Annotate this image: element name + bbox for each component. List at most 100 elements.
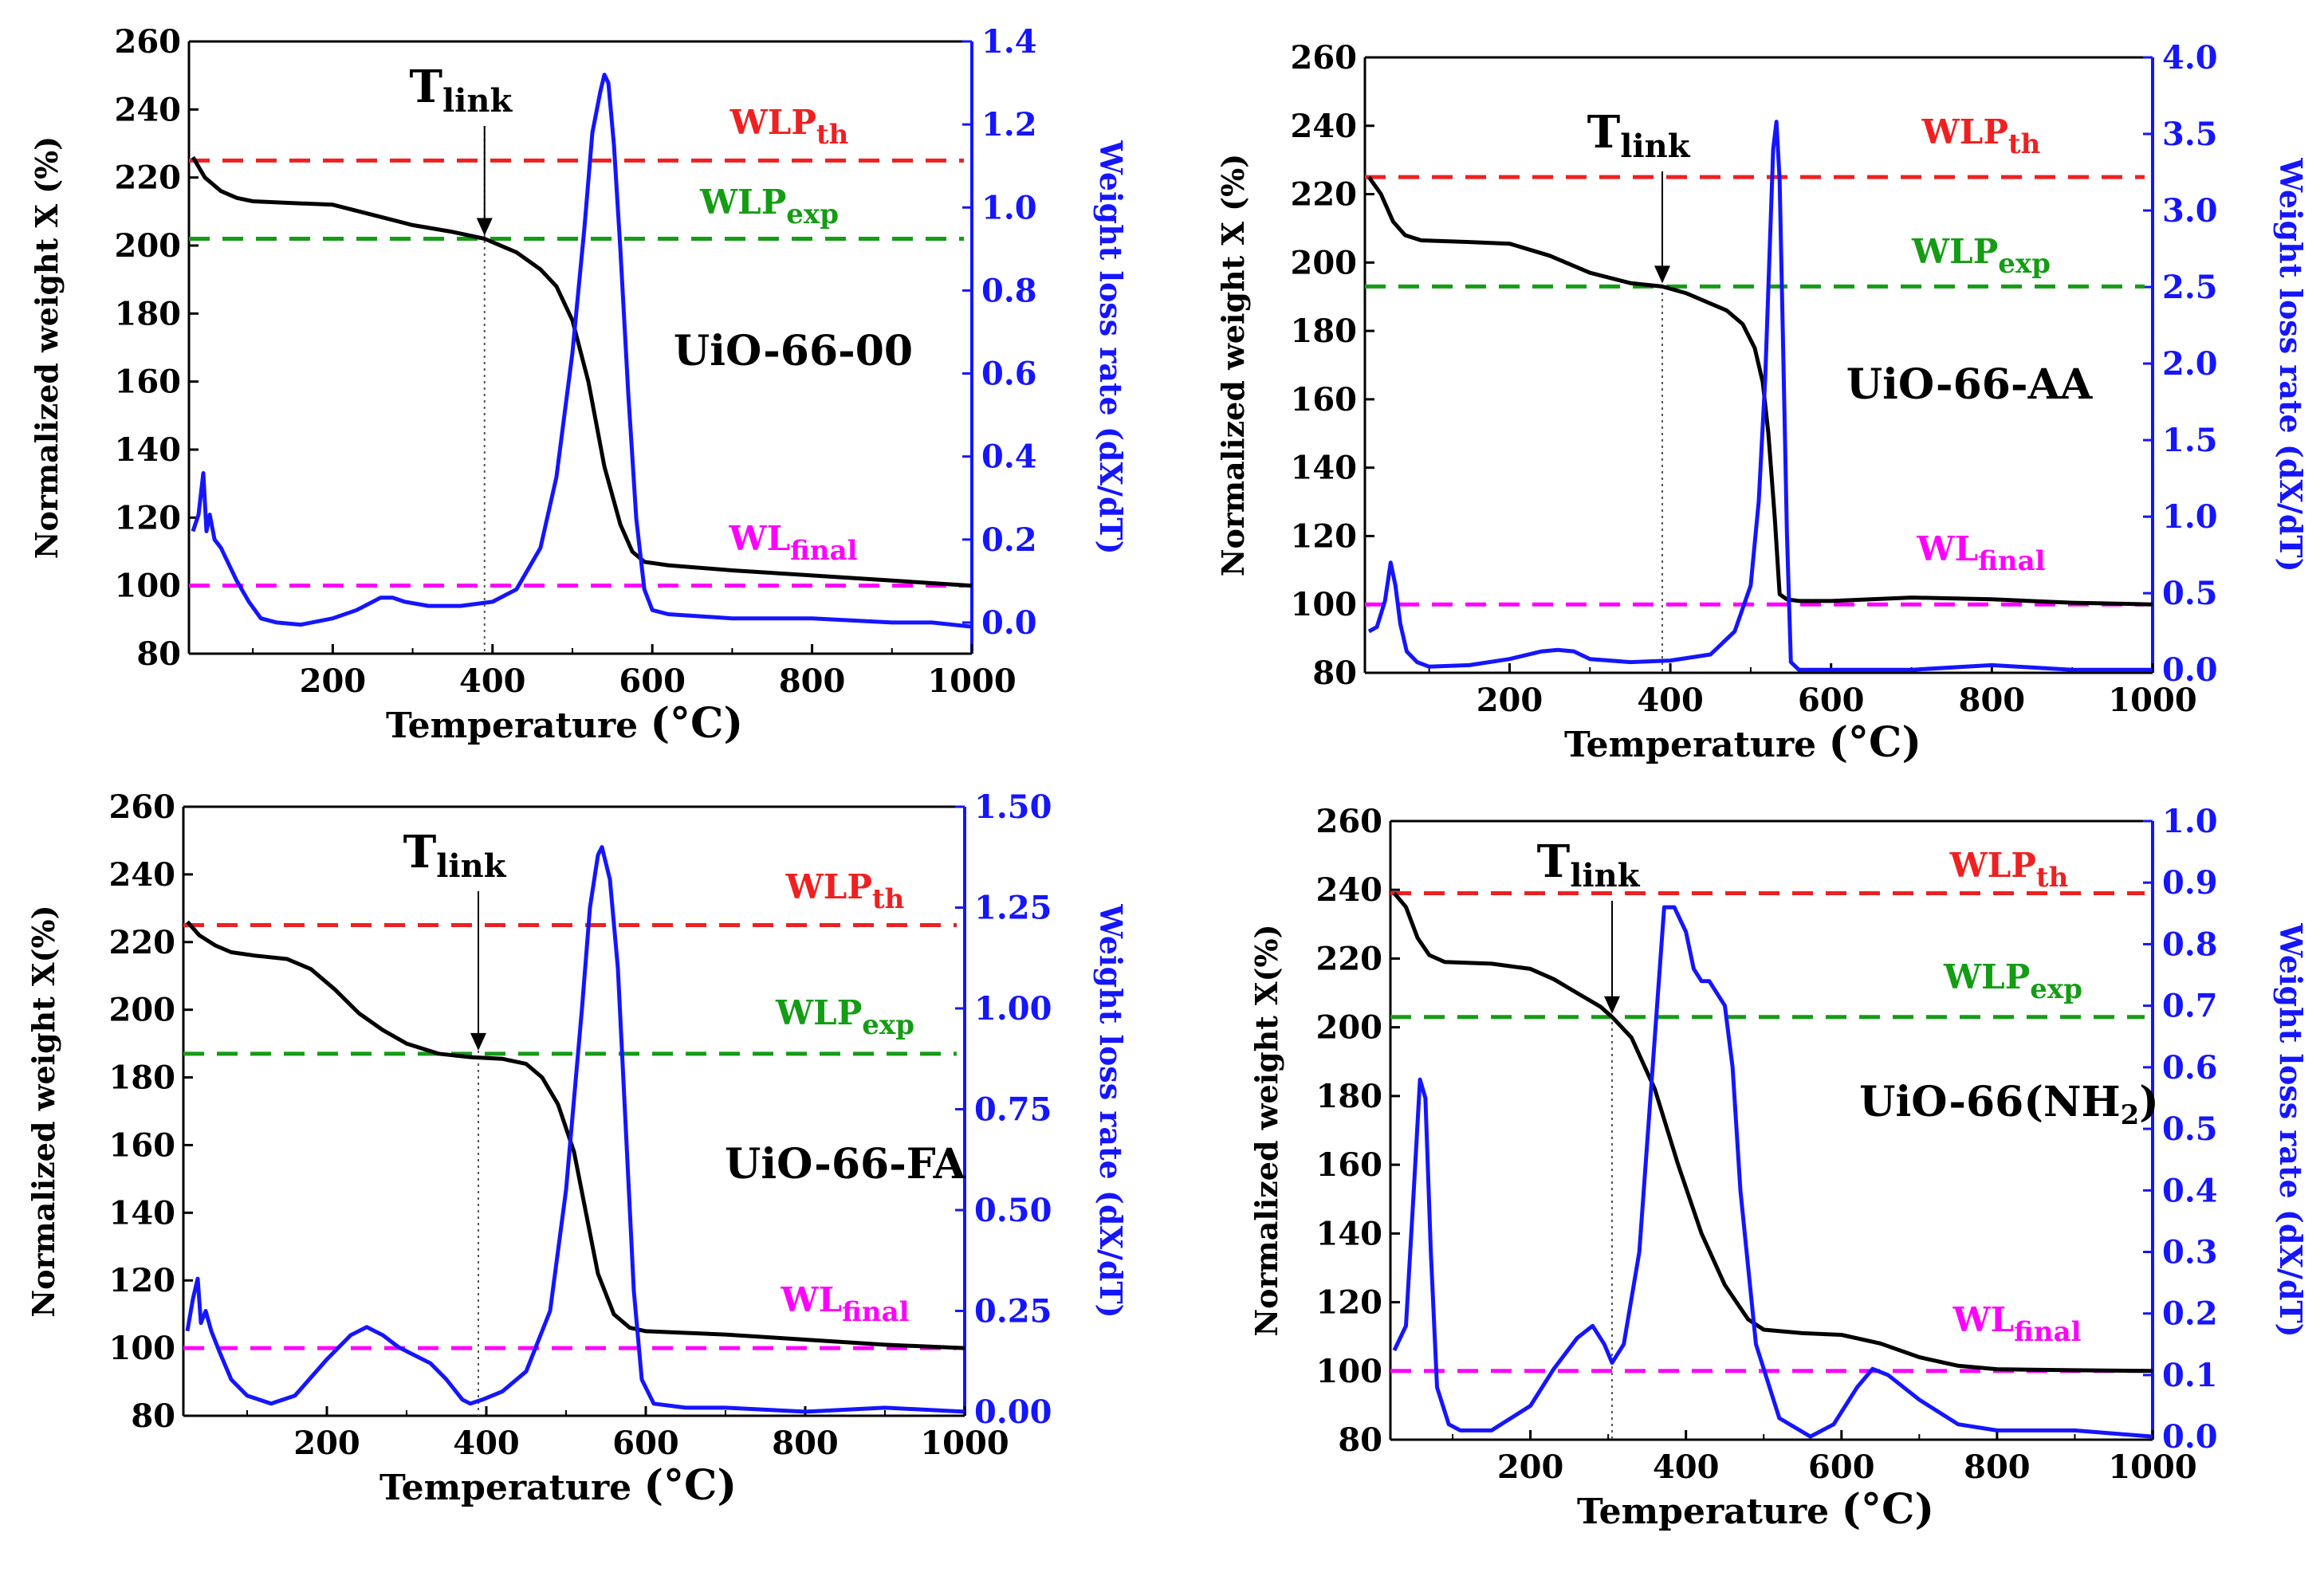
y2-tick-label: 0.1 <box>2162 1357 2218 1394</box>
y-tick-label: 100 <box>1316 1353 1383 1390</box>
tlink-label: Tlink <box>409 61 513 120</box>
y2-tick-label: 4.0 <box>2162 39 2218 77</box>
y2-tick-label: 0.6 <box>981 356 1037 393</box>
y-tick-label: 120 <box>115 499 182 536</box>
y2-tick-label: 0.4 <box>2162 1172 2218 1209</box>
wlp-exp-label: WLPexp <box>1943 957 2082 1005</box>
y2-tick-label: 1.25 <box>974 889 1052 926</box>
y-tick-label: 120 <box>109 1262 176 1299</box>
y2-tick-label: 0.6 <box>2162 1049 2218 1087</box>
tlink-arrow-head <box>470 1032 486 1051</box>
y2-tick-label: 1.00 <box>974 990 1052 1028</box>
y2-tick-label: 0.25 <box>974 1292 1052 1330</box>
y2-axis-label: Weight loss rate (dX/dT) <box>2273 922 2309 1337</box>
x-axis-label: Temperature (°C) <box>1577 1485 1934 1534</box>
normalized-weight-series <box>1366 175 2153 607</box>
normalized-weight-series <box>186 920 965 1350</box>
x-tick-label: 400 <box>453 1425 520 1462</box>
x-tick-label: 600 <box>1798 682 1865 719</box>
y2-tick-label: 1.0 <box>2162 498 2218 536</box>
y2-tick-label: 0.0 <box>2162 651 2218 689</box>
x-tick-label: 200 <box>293 1425 360 1462</box>
y-tick-label: 140 <box>1316 1215 1383 1252</box>
wlp-th-label: WLPth <box>729 103 849 151</box>
y2-tick-label: 0.3 <box>2162 1233 2218 1271</box>
y2-tick-label: 2.5 <box>2162 269 2218 306</box>
y-tick-label: 200 <box>115 227 182 265</box>
y-tick-label: 160 <box>1316 1146 1383 1184</box>
y-tick-label: 120 <box>1316 1284 1383 1322</box>
y-tick-label: 220 <box>1291 176 1358 214</box>
y2-tick-label: 0.7 <box>2162 988 2218 1025</box>
tlink-label: Tlink <box>1537 835 1641 894</box>
y-tick-label: 80 <box>136 635 181 673</box>
x-tick-label: 200 <box>1477 682 1543 719</box>
y-tick-label: 180 <box>109 1059 176 1097</box>
y-tick-label: 100 <box>1291 586 1358 623</box>
y-axis-label: Normalized weight X (%) <box>1215 154 1251 576</box>
x-tick-label: 600 <box>619 662 686 700</box>
x-tick-label: 400 <box>1637 682 1704 719</box>
weight-loss-rate-series <box>185 845 965 1414</box>
panel-3: 200 400 600 800 1000 80 100 120 140 160 180 200 220 2… <box>1249 803 2309 1534</box>
x-tick-label: 800 <box>779 662 846 700</box>
y2-tick-label: 3.0 <box>2162 192 2218 230</box>
sample-name: UiO-66-FA <box>725 1140 966 1189</box>
wl-final-label: WLfinal <box>1952 1300 2081 1348</box>
y-tick-label: 240 <box>109 856 176 894</box>
panel-2: 200 400 600 800 1000 80 100 120 140 160 180 200 220 2… <box>26 788 1129 1510</box>
x-tick-label: 200 <box>300 662 367 700</box>
y-tick-label: 180 <box>1316 1078 1383 1115</box>
tlink-label: Tlink <box>1587 106 1691 165</box>
y-tick-label: 100 <box>115 568 182 605</box>
tlink-arrow-head <box>1654 265 1671 284</box>
wlp-exp-label: WLPexp <box>699 183 839 230</box>
y-tick-label: 100 <box>109 1330 176 1367</box>
x-tick-label: 200 <box>1497 1448 1564 1486</box>
y-axis-label: Normalized weight X(%) <box>1249 924 1284 1336</box>
y2-tick-label: 0.5 <box>2162 575 2218 612</box>
wlp-th-label: WLPth <box>1921 112 2041 160</box>
y-axis-label: Normalized weight X(%) <box>26 905 61 1317</box>
y2-axis-label: Weight loss rate (dX/dT) <box>1093 140 1129 554</box>
y-tick-label: 160 <box>115 364 182 401</box>
y-tick-label: 200 <box>1316 1009 1383 1047</box>
y-tick-label: 200 <box>1291 244 1358 281</box>
x-tick-label: 800 <box>1964 1448 2031 1486</box>
y-tick-label: 220 <box>1316 940 1383 977</box>
wlp-exp-label: WLPexp <box>1911 232 2051 280</box>
x-tick-label: 1000 <box>2108 682 2196 719</box>
y-tick-label: 260 <box>1316 803 1383 840</box>
y2-tick-label: 0.2 <box>2162 1295 2218 1333</box>
x-tick-label: 400 <box>1653 1448 1720 1486</box>
x-tick-label: 800 <box>772 1425 839 1462</box>
y-tick-label: 140 <box>115 431 182 469</box>
y2-tick-label: 0.4 <box>981 438 1037 476</box>
weight-loss-rate-series <box>1392 905 2153 1439</box>
y-tick-label: 260 <box>109 788 176 826</box>
y2-tick-label: 0.8 <box>2162 926 2218 963</box>
tlink-arrow-head <box>1604 996 1621 1014</box>
y-tick-label: 80 <box>131 1397 175 1435</box>
y-tick-label: 220 <box>109 924 176 961</box>
x-tick-label: 800 <box>1959 682 2026 719</box>
y-tick-label: 240 <box>1291 108 1358 145</box>
y2-tick-label: 0.8 <box>981 272 1037 309</box>
y2-axis-label: Weight loss rate (dX/dT) <box>2273 157 2309 572</box>
y2-axis-label: Weight loss rate (dX/dT) <box>1093 903 1129 1318</box>
x-axis-label: Temperature (°C) <box>386 699 743 748</box>
x-axis-label: Temperature (°C) <box>379 1461 737 1510</box>
x-tick-label: 1000 <box>927 662 1016 700</box>
y2-tick-label: 1.5 <box>2162 422 2218 459</box>
y-tick-label: 80 <box>1338 1421 1382 1459</box>
wlp-th-label: WLPth <box>1949 846 2069 894</box>
wlp-th-label: WLPth <box>785 867 905 915</box>
y-tick-label: 140 <box>109 1194 176 1232</box>
y-tick-label: 260 <box>115 23 182 61</box>
y-tick-label: 260 <box>1291 39 1358 77</box>
y-tick-label: 240 <box>115 91 182 128</box>
wlp-exp-label: WLPexp <box>775 993 914 1041</box>
x-tick-label: 600 <box>612 1425 679 1462</box>
panel-1: 200 400 600 800 1000 80 100 120 140 160 180 200 220 2… <box>1215 39 2309 767</box>
y-tick-label: 140 <box>1291 450 1358 487</box>
